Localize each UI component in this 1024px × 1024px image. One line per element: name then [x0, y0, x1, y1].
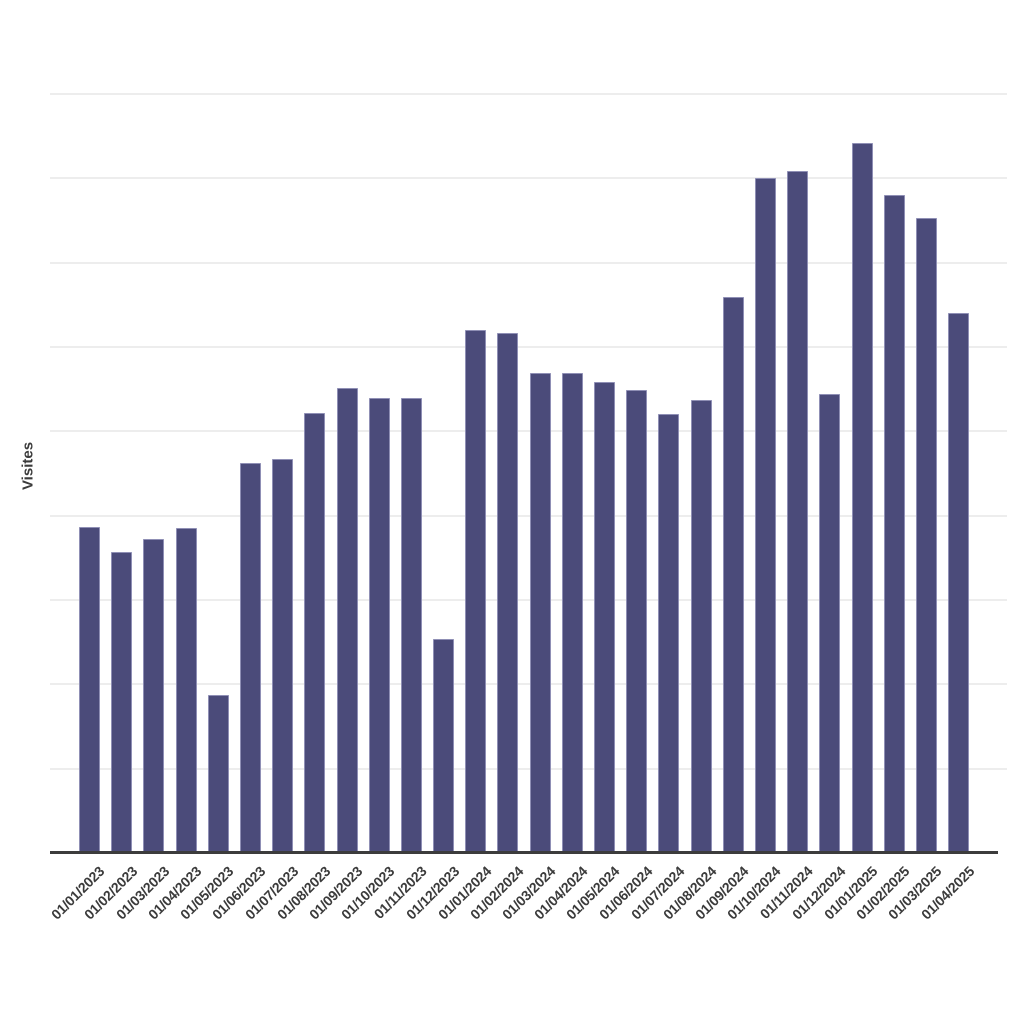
bar[interactable]: [819, 394, 840, 853]
x-axis-line: [50, 851, 998, 854]
bar[interactable]: [143, 539, 164, 853]
bar[interactable]: [497, 333, 518, 853]
bar[interactable]: [691, 400, 712, 853]
gridline: [50, 261, 1007, 264]
bar[interactable]: [272, 459, 293, 853]
bar[interactable]: [79, 527, 100, 853]
bar[interactable]: [433, 639, 454, 853]
bar[interactable]: [852, 143, 873, 853]
bar[interactable]: [465, 330, 486, 853]
gridline: [50, 430, 1007, 433]
y-axis-label: Visites: [19, 441, 37, 491]
bar[interactable]: [948, 313, 969, 853]
bar[interactable]: [530, 373, 551, 853]
bar[interactable]: [916, 218, 937, 853]
gridline: [50, 346, 1007, 348]
bar[interactable]: [401, 398, 422, 853]
bar[interactable]: [337, 388, 358, 853]
bar[interactable]: [594, 382, 615, 853]
bar[interactable]: [723, 297, 744, 853]
bar[interactable]: [658, 414, 679, 853]
bar[interactable]: [111, 552, 132, 853]
bar[interactable]: [304, 413, 325, 853]
gridline: [50, 93, 1007, 95]
bar[interactable]: [787, 171, 808, 853]
gridline: [50, 177, 1007, 180]
gridline: [50, 767, 1007, 770]
bar[interactable]: [176, 528, 197, 853]
gridline: [50, 599, 1007, 601]
bar[interactable]: [562, 373, 583, 853]
bar[interactable]: [369, 398, 390, 853]
gridline: [50, 683, 1007, 686]
gridline: [50, 514, 1007, 517]
bar[interactable]: [240, 463, 261, 853]
plot-area: [50, 93, 1007, 854]
bar[interactable]: [884, 195, 905, 853]
bar[interactable]: [755, 178, 776, 853]
bar[interactable]: [208, 695, 229, 853]
bar[interactable]: [626, 390, 647, 853]
